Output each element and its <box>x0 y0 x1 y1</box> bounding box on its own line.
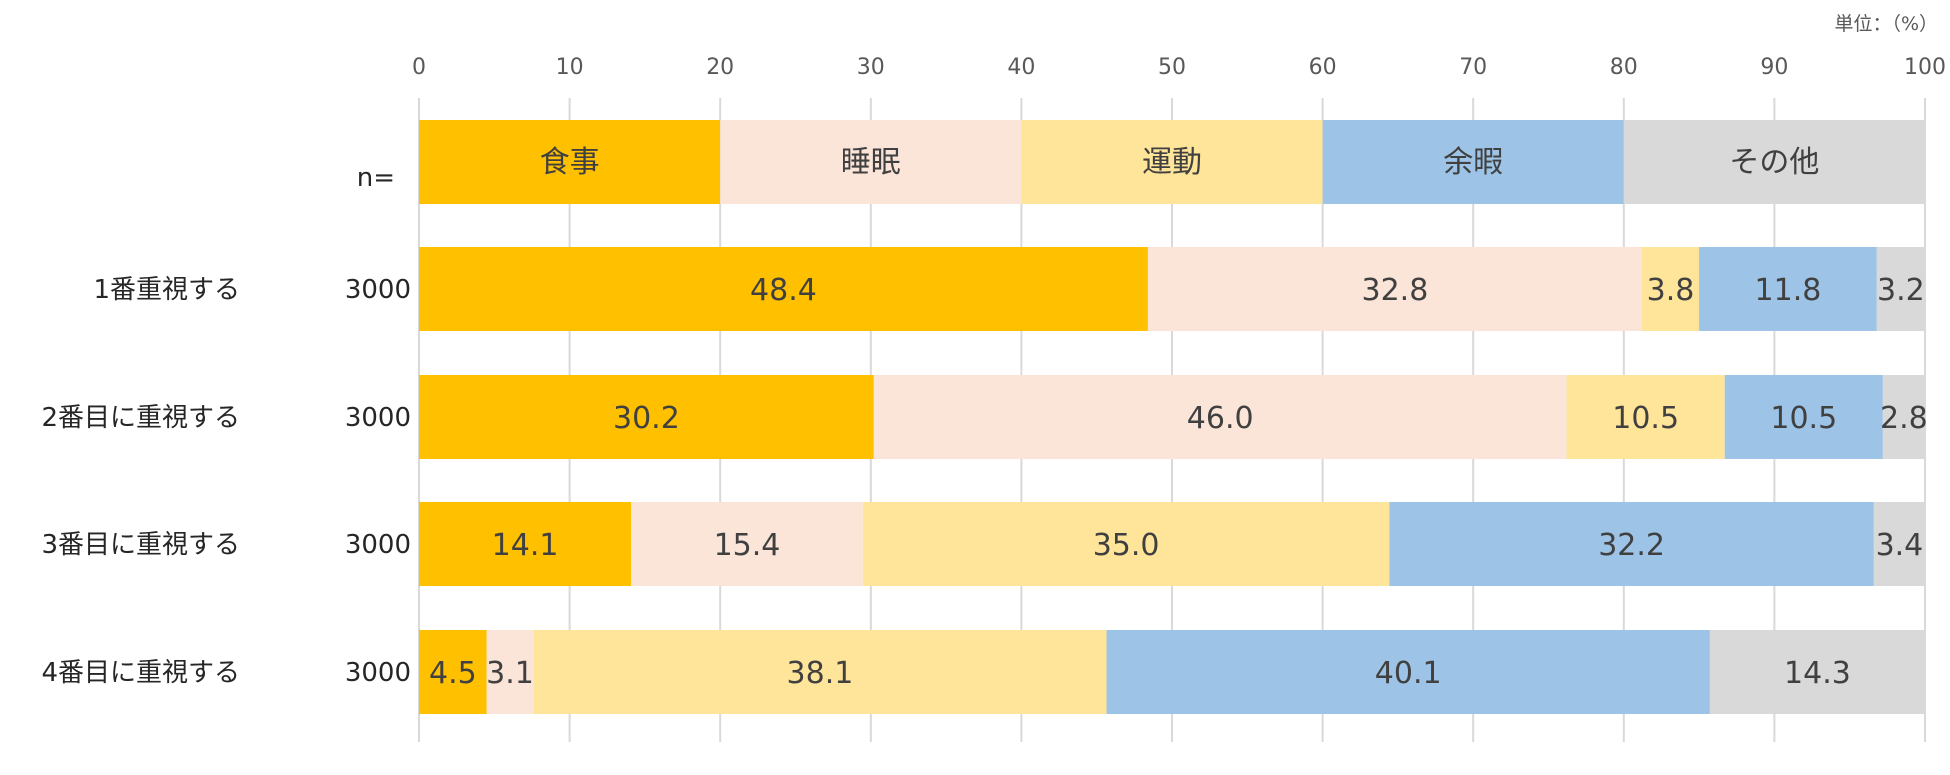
bar-segment <box>1724 375 1883 459</box>
bar-segment <box>1876 247 1925 331</box>
x-tick-label: 50 <box>1158 55 1186 80</box>
legend-segment <box>419 120 721 204</box>
category-label: 2番目に重視する <box>41 403 240 433</box>
legend-label: 運動 <box>1142 145 1202 180</box>
unit-label: 単位：（%） <box>1834 13 1938 35</box>
bar-segment <box>1106 630 1710 714</box>
n-value: 3000 <box>345 403 411 433</box>
data-label: 10.5 <box>1612 401 1679 436</box>
legend-label: その他 <box>1729 145 1819 180</box>
data-label: 46.0 <box>1187 401 1254 436</box>
x-tick-label: 80 <box>1610 55 1638 80</box>
data-label: 2.8 <box>1880 401 1928 436</box>
data-label: 3.8 <box>1647 273 1695 308</box>
data-label: 32.8 <box>1361 273 1428 308</box>
bar-segment <box>1566 375 1725 459</box>
x-tick-label: 90 <box>1760 55 1788 80</box>
data-label: 40.1 <box>1375 656 1442 691</box>
x-axis-ticks: 0 10 20 30 40 50 60 70 80 90 100 <box>412 55 1946 80</box>
legend-label: 余暇 <box>1443 145 1503 180</box>
data-label: 38.1 <box>787 656 854 691</box>
n-value: 3000 <box>345 658 411 688</box>
category-label: 1番重視する <box>93 275 240 305</box>
x-tick-label: 100 <box>1904 55 1946 80</box>
bar-segment <box>486 630 534 714</box>
category-label: 3番目に重視する <box>41 530 240 560</box>
bar-segment <box>1873 502 1925 586</box>
bar-segment <box>631 502 863 586</box>
bar-segment <box>862 502 1390 586</box>
category-label: 4番目に重視する <box>41 658 240 688</box>
data-label: 10.5 <box>1770 401 1837 436</box>
x-tick-label: 60 <box>1309 55 1337 80</box>
bar-segment <box>533 630 1107 714</box>
data-label: 3.1 <box>486 656 534 691</box>
data-label: 4.5 <box>429 656 477 691</box>
bar-segment <box>419 375 874 459</box>
bar-segment <box>873 375 1567 459</box>
data-label: 3.4 <box>1876 528 1924 563</box>
x-tick-label: 40 <box>1007 55 1035 80</box>
data-label: 11.8 <box>1755 273 1822 308</box>
x-tick-label: 10 <box>556 55 584 80</box>
legend-segment <box>1623 120 1925 204</box>
x-tick-label: 30 <box>857 55 885 80</box>
data-label: 3.2 <box>1877 273 1925 308</box>
data-label: 32.2 <box>1598 528 1665 563</box>
x-tick-label: 70 <box>1459 55 1487 80</box>
bar-segment <box>419 247 1148 331</box>
bar-segment <box>419 502 632 586</box>
bar-row: 4番目に重視する 3000 4.5 3.1 38.1 40.1 14.3 <box>41 630 1925 714</box>
legend-segment <box>1322 120 1624 204</box>
legend-bar: n= 食事 睡眠 運動 余暇 その他 <box>357 120 1925 204</box>
data-label: 14.3 <box>1784 656 1851 691</box>
bars: 1番重視する 3000 48.4 32.8 3.8 11.8 3.2 2番目に重視する 3000… <box>41 247 1928 714</box>
legend-label: 食事 <box>540 145 600 180</box>
bar-segment <box>1641 247 1700 331</box>
data-label: 30.2 <box>613 401 680 436</box>
n-header: n= <box>357 163 395 193</box>
bar-segment <box>419 630 487 714</box>
bar-row: 2番目に重視する 3000 30.2 46.0 10.5 10.5 2.8 <box>41 375 1928 459</box>
x-tick-label: 20 <box>706 55 734 80</box>
bar-row: 3番目に重視する 3000 14.1 15.4 35.0 32.2 3.4 <box>41 502 1925 586</box>
bar-segment <box>1709 630 1925 714</box>
legend-segment <box>1021 120 1323 204</box>
bar-segment <box>1882 375 1925 459</box>
bar-row: 1番重視する 3000 48.4 32.8 3.8 11.8 3.2 <box>93 247 1925 331</box>
legend-segment <box>720 120 1022 204</box>
data-label: 35.0 <box>1093 528 1160 563</box>
bar-segment <box>1389 502 1874 586</box>
legend-label: 睡眠 <box>841 145 901 180</box>
data-label: 14.1 <box>492 528 559 563</box>
n-value: 3000 <box>345 530 411 560</box>
data-label: 15.4 <box>714 528 781 563</box>
n-value: 3000 <box>345 275 411 305</box>
data-label: 48.4 <box>750 273 817 308</box>
bar-segment <box>1699 247 1877 331</box>
x-tick-label: 0 <box>412 55 426 80</box>
bar-segment <box>1147 247 1642 331</box>
